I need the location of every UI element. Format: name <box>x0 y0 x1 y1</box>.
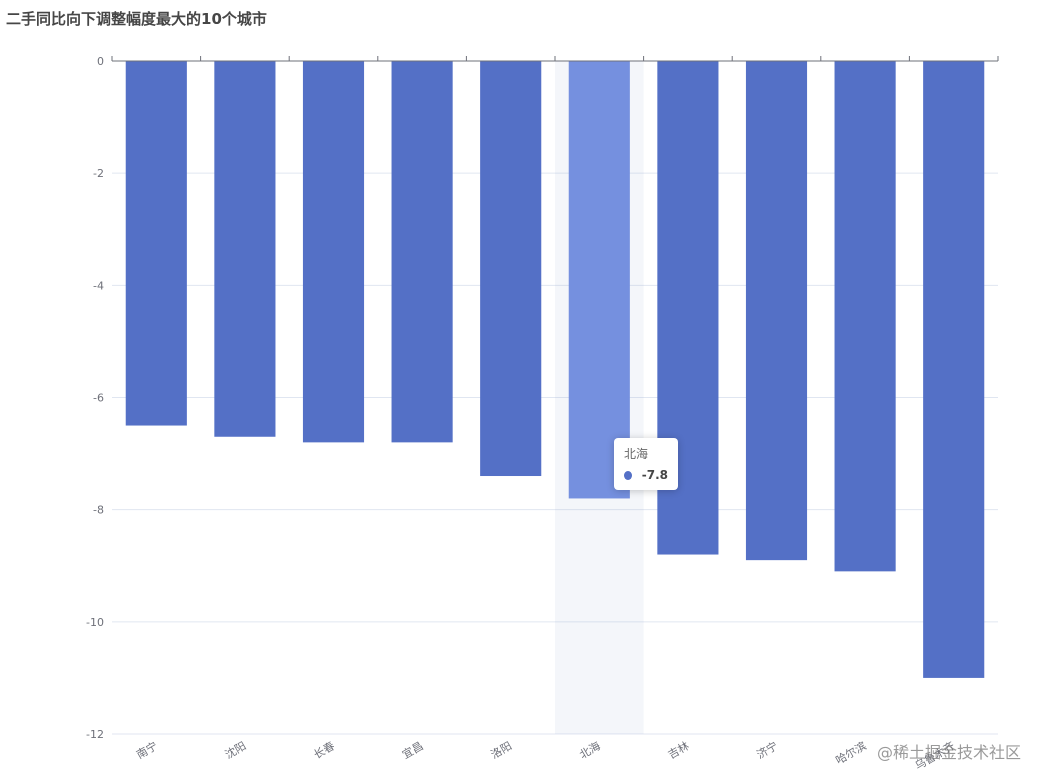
y-tick-label: -10 <box>86 616 104 629</box>
bar <box>214 61 276 437</box>
x-tick-label: 宜昌 <box>400 738 426 761</box>
bar <box>480 61 542 477</box>
y-tick-label: -12 <box>86 728 104 741</box>
chart-title: 二手同比向下调整幅度最大的10个城市 <box>6 10 267 28</box>
bar <box>923 61 985 678</box>
x-tick-label: 济宁 <box>754 738 780 761</box>
bar <box>125 61 187 426</box>
x-tick-label: 南宁 <box>134 738 160 761</box>
tooltip-series-dot <box>624 470 632 480</box>
x-tick-label: 北海 <box>577 738 603 761</box>
y-tick-label: 0 <box>97 55 104 68</box>
y-axis: 0 -2 -4 -6 -8 -10 -12 <box>86 55 104 741</box>
y-tick-label: -4 <box>93 279 104 292</box>
tooltip: 北海 -7.8 <box>614 438 678 490</box>
x-tick-label: 长春 <box>311 739 337 761</box>
x-tick-label: 哈尔滨 <box>833 738 869 767</box>
tooltip-value: -7.8 <box>641 468 668 482</box>
bar <box>745 61 808 561</box>
tooltip-category: 北海 <box>624 447 649 461</box>
x-tick-label: 沈阳 <box>222 738 248 761</box>
y-tick-label: -8 <box>93 504 104 517</box>
bar <box>568 61 630 499</box>
bars <box>125 61 985 678</box>
watermark: @稀土掘金技术社区 <box>876 743 1021 762</box>
x-tick-label: 吉林 <box>665 738 691 761</box>
bar <box>302 61 365 443</box>
y-tick-label: -2 <box>93 167 104 180</box>
y-tick-label: -6 <box>93 392 104 405</box>
bar <box>834 61 896 572</box>
bar <box>391 61 453 443</box>
x-tick-label: 洛阳 <box>488 738 514 761</box>
